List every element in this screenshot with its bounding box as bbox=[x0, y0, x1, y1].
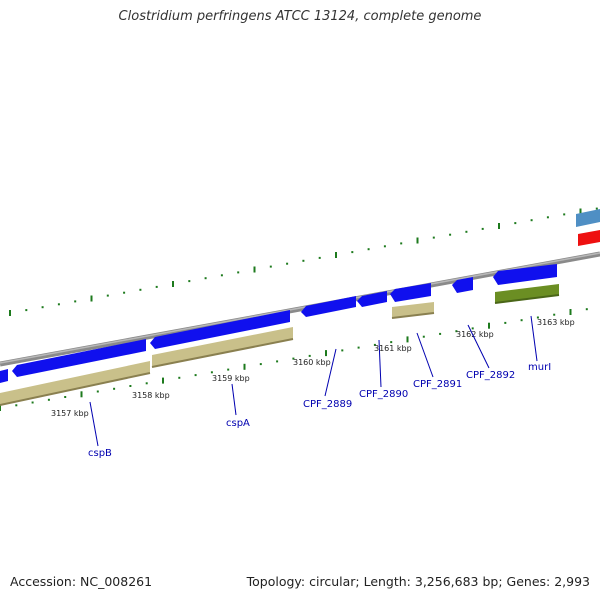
kbp-labels: 3157 kbp 3158 kbp 3159 kbp 3160 kbp 3161… bbox=[51, 318, 575, 418]
tick-label-3159: 3159 kbp bbox=[212, 374, 250, 383]
inner-tick-ring bbox=[0, 308, 588, 411]
feature-steel[interactable] bbox=[576, 209, 600, 227]
gene-label-cspa[interactable]: cspA bbox=[226, 418, 250, 429]
leader-line-cspb bbox=[89, 401, 99, 447]
gene-arrow[interactable] bbox=[357, 291, 387, 307]
gene-arrow[interactable] bbox=[150, 310, 290, 349]
leader-line-muri bbox=[530, 315, 538, 362]
gene-label-cpf2891[interactable]: CPF_2891 bbox=[413, 379, 462, 390]
gene-arrow[interactable] bbox=[0, 369, 8, 383]
genome-summary-text: Topology: circular; Length: 3,256,683 bp… bbox=[246, 574, 590, 589]
gene-arrow[interactable] bbox=[493, 264, 557, 285]
genome-backbone-highlight bbox=[0, 252, 600, 364]
gene-labels: cspB cspA CPF_2889 CPF_2890 CPF_2891 CPF… bbox=[88, 362, 551, 459]
tick-label-3162: 3162 kbp bbox=[456, 330, 494, 339]
cds-band[interactable] bbox=[495, 284, 559, 303]
gene-arrow[interactable] bbox=[390, 283, 431, 302]
leader-line-cspa bbox=[231, 383, 237, 416]
accession-text: Accession: NC_008261 bbox=[10, 574, 153, 589]
tick-label-3161: 3161 kbp bbox=[374, 344, 412, 353]
leader-line-cpf2889 bbox=[324, 348, 337, 397]
cds-bands bbox=[0, 284, 560, 406]
leader-line-cpf2892 bbox=[467, 324, 490, 369]
gene-label-cspb[interactable]: cspB bbox=[88, 448, 112, 459]
tick-label-3163: 3163 kbp bbox=[537, 318, 575, 327]
gene-label-cpf2890[interactable]: CPF_2890 bbox=[359, 389, 408, 400]
gene-label-cpf2889[interactable]: CPF_2889 bbox=[303, 399, 352, 410]
cds-band-edge bbox=[494, 294, 560, 304]
cds-band[interactable] bbox=[0, 361, 150, 405]
cds-band-edge bbox=[0, 372, 151, 406]
tick-label-3157: 3157 kbp bbox=[51, 409, 89, 418]
tick-label-3160: 3160 kbp bbox=[293, 358, 331, 367]
cds-band-edge bbox=[151, 338, 294, 368]
feature-red[interactable] bbox=[578, 230, 600, 246]
cds-band[interactable] bbox=[152, 327, 293, 367]
gene-leader-lines bbox=[89, 315, 538, 447]
cds-band-edge bbox=[391, 312, 435, 319]
leader-line-cpf2891 bbox=[416, 332, 434, 378]
tick-label-3158: 3158 kbp bbox=[132, 391, 170, 400]
gene-arrow[interactable] bbox=[12, 339, 146, 377]
gene-label-muri[interactable]: murI bbox=[528, 362, 551, 373]
map-title: Clostridium perfringens ATCC 13124, comp… bbox=[118, 9, 482, 24]
gene-arrow[interactable] bbox=[301, 296, 356, 317]
gene-arrows bbox=[0, 264, 557, 383]
gene-arrow[interactable] bbox=[452, 277, 473, 293]
leader-line-cpf2890 bbox=[378, 339, 382, 388]
gene-label-cpf2892[interactable]: CPF_2892 bbox=[466, 370, 515, 381]
outer-tick-ring bbox=[9, 207, 598, 316]
